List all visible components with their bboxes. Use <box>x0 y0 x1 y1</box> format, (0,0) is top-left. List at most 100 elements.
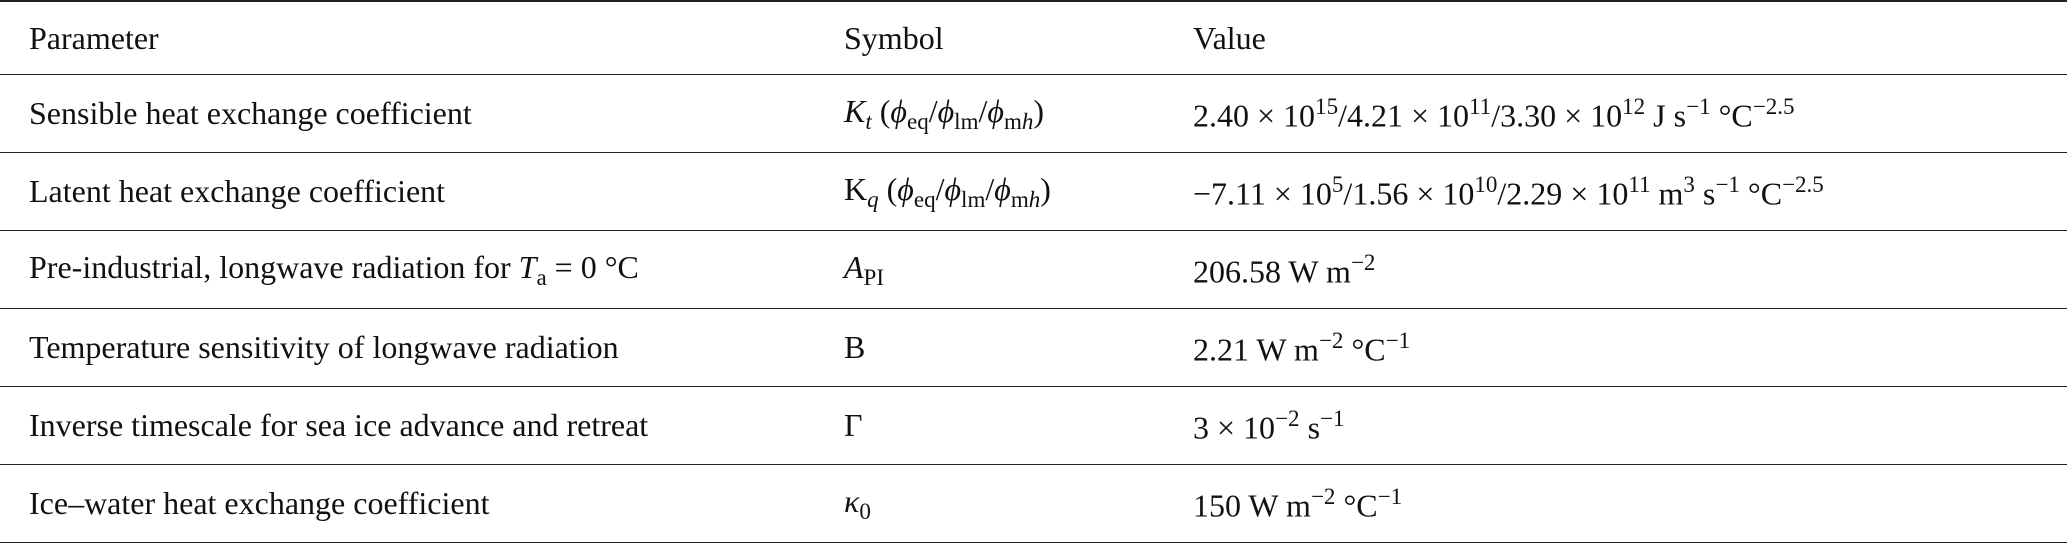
header-row: Parameter Symbol Value <box>0 1 2067 75</box>
cell-isub: h <box>1021 107 1034 134</box>
cell-sup: −2.5 <box>1752 92 1795 119</box>
cell-text: ( <box>871 92 891 129</box>
cell-text: −7.11 × 10 <box>1193 175 1332 212</box>
table-cell: Latent heat exchange coefficient <box>0 153 844 231</box>
cell-sup: −2 <box>1310 482 1336 509</box>
table-cell: API <box>844 231 1193 309</box>
cell-i: T <box>518 248 537 285</box>
cell-text: Latent heat exchange coefficient <box>29 173 446 209</box>
table-cell: κ0 <box>844 465 1193 543</box>
cell-sup: −1 <box>1320 404 1345 431</box>
cell-text: / <box>935 170 945 207</box>
table-row: Pre-industrial, longwave radiation for T… <box>0 231 2067 309</box>
cell-i: ϕ <box>890 92 907 129</box>
cell-text: B <box>844 329 866 365</box>
cell-sup: 11 <box>1469 92 1492 119</box>
cell-text: 150 W m <box>1193 487 1311 524</box>
table-cell: 150 W m−2 °C−1 <box>1193 465 2067 543</box>
cell-sub: eq <box>913 185 936 212</box>
cell-sub: lm <box>954 107 979 134</box>
cell-text: °C <box>1335 487 1378 524</box>
cell-text: /1.56 × 10 <box>1343 175 1475 212</box>
cell-text: Γ <box>844 407 863 443</box>
cell-i: A <box>844 248 864 285</box>
table-row: Inverse timescale for sea ice advance an… <box>0 387 2067 465</box>
cell-text: Temperature sensitivity of longwave radi… <box>29 329 619 365</box>
table-body: Sensible heat exchange coefficient Kt (ϕe… <box>0 75 2067 543</box>
cell-i: ϕ <box>937 92 955 129</box>
cell-sup: 15 <box>1315 92 1339 119</box>
cell-sup: −2 <box>1350 248 1376 275</box>
cell-text: ( <box>878 170 898 207</box>
table-cell: Kq (ϕeq/ϕlm/ϕmh) <box>844 153 1193 231</box>
cell-text: Inverse timescale for sea ice advance an… <box>29 407 649 443</box>
table-cell: Γ <box>844 387 1193 465</box>
cell-i: K <box>844 92 866 129</box>
cell-sup: −2 <box>1275 404 1300 431</box>
cell-text: /4.21 × 10 <box>1338 97 1470 134</box>
cell-sub: a <box>536 263 547 290</box>
cell-isub: t <box>865 107 872 134</box>
cell-text: Symbol <box>844 19 944 56</box>
cell-sup: −1 <box>1686 92 1711 119</box>
cell-sup: 5 <box>1331 170 1344 197</box>
table-cell: 3 × 10−2 s−1 <box>1193 387 2067 465</box>
cell-sup: −1 <box>1715 170 1740 197</box>
header-cell: Value <box>1193 1 2067 75</box>
header-cell: Parameter <box>0 1 844 75</box>
table-row: Sensible heat exchange coefficient Kt (ϕe… <box>0 75 2067 153</box>
table-cell: Inverse timescale for sea ice advance an… <box>0 387 844 465</box>
cell-text: °C <box>1739 175 1783 212</box>
cell-text: Sensible heat exchange coefficient <box>29 95 472 131</box>
cell-i: κ <box>844 482 860 519</box>
cell-text: /3.30 × 10 <box>1491 97 1623 134</box>
cell-text: °C <box>1710 97 1753 134</box>
table-cell: Sensible heat exchange coefficient <box>0 75 844 153</box>
table-cell: Pre-industrial, longwave radiation for T… <box>0 231 844 309</box>
cell-sub: PI <box>863 263 885 290</box>
cell-text: / <box>985 170 995 207</box>
cell-i: ϕ <box>897 170 914 207</box>
cell-text: 2.21 W m <box>1193 331 1319 368</box>
cell-i: ϕ <box>994 170 1011 207</box>
table-cell: Temperature sensitivity of longwave radi… <box>0 309 844 387</box>
cell-isub: h <box>1028 185 1041 212</box>
cell-text: Parameter <box>29 19 159 56</box>
cell-text: m <box>1650 175 1684 212</box>
cell-isub: q <box>867 185 879 212</box>
cell-text: ) <box>1040 170 1051 207</box>
cell-sub: eq <box>906 107 929 134</box>
cell-sup: −2 <box>1318 326 1344 353</box>
cell-text: Pre-industrial, longwave radiation for <box>29 248 519 285</box>
cell-sup: 3 <box>1683 170 1695 197</box>
cell-text: Ice–water heat exchange coefficient <box>29 485 490 521</box>
cell-text: = 0 °C <box>546 248 639 285</box>
cell-sub: m <box>1010 185 1029 212</box>
cell-sup: 11 <box>1628 170 1651 197</box>
table-cell: 2.40 × 1015/4.21 × 1011/3.30 × 1012 J s−… <box>1193 75 2067 153</box>
cell-text: /2.29 × 10 <box>1497 175 1629 212</box>
cell-sup: −1 <box>1385 326 1411 353</box>
cell-text: 206.58 W m <box>1193 253 1351 290</box>
table-row: Ice–water heat exchange coefficient κ0 150… <box>0 465 2067 543</box>
cell-sup: 10 <box>1474 170 1498 197</box>
cell-text: s <box>1694 175 1716 212</box>
table-cell: 2.21 W m−2 °C−1 <box>1193 309 2067 387</box>
table-cell: Ice–water heat exchange coefficient <box>0 465 844 543</box>
cell-i: ϕ <box>944 170 962 207</box>
cell-text: ) <box>1033 92 1045 129</box>
cell-text: 2.40 × 10 <box>1193 97 1316 134</box>
table-row: Temperature sensitivity of longwave radi… <box>0 309 2067 387</box>
cell-text: / <box>928 92 938 129</box>
cell-text: K <box>844 170 868 207</box>
table-row: Latent heat exchange coefficient Kq (ϕeq/… <box>0 153 2067 231</box>
cell-text: °C <box>1343 331 1386 368</box>
cell-text: J s <box>1645 97 1687 134</box>
cell-text: / <box>978 92 988 129</box>
cell-i: ϕ <box>987 92 1004 129</box>
cell-sup: 12 <box>1622 92 1646 119</box>
cell-sub: lm <box>961 185 986 212</box>
cell-sub: 0 <box>859 497 871 524</box>
table-cell: 206.58 W m−2 <box>1193 231 2067 309</box>
